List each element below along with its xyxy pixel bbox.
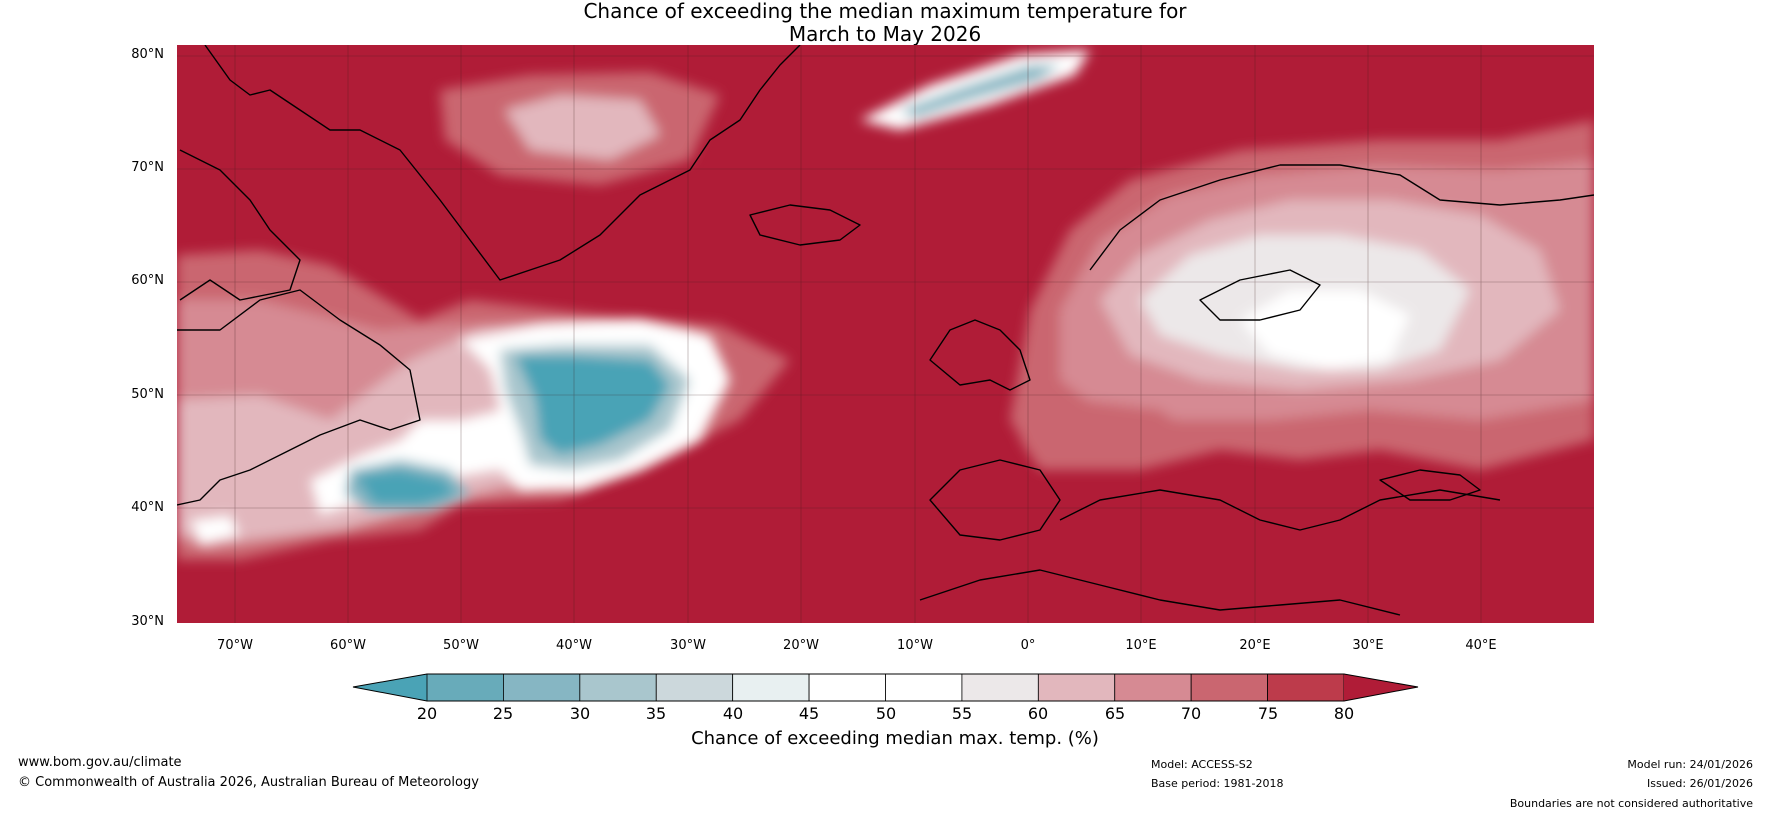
black-sea-coast — [1379, 469, 1481, 501]
baltic-coast — [1199, 269, 1321, 321]
lat-label-50n: 50°N — [131, 387, 164, 402]
north-america-coast — [177, 289, 421, 506]
colorbar-tick-40: 40 — [722, 704, 744, 723]
baffin-coast — [179, 149, 301, 301]
colorbar-bin — [1037, 673, 1116, 702]
colorbar-tick-65: 65 — [1104, 704, 1126, 723]
lon-label-10w: 10°W — [897, 638, 933, 653]
colorbar-tick-30: 30 — [569, 704, 591, 723]
map-title-line2: March to May 2026 — [788, 22, 982, 46]
colorbar-extend-low — [353, 674, 427, 701]
colorbar — [352, 673, 1419, 702]
lat-label-60n: 60°N — [131, 273, 164, 288]
lat-label-40n: 40°N — [131, 500, 164, 515]
lon-label-60w: 60°W — [330, 638, 366, 653]
footer-model-run: Model run: 24/01/2026 — [1627, 758, 1753, 771]
colorbar-tick-25: 25 — [492, 704, 514, 723]
europe-band-50 — [1240, 290, 1410, 370]
lat-label-30n: 30°N — [131, 614, 164, 629]
footer-issued: Issued: 26/01/2026 — [1646, 777, 1753, 790]
footer-copyright: © Commonwealth of Australia 2026, Austra… — [18, 775, 479, 790]
atlantic-core-band-20 — [515, 355, 670, 455]
lon-label-20e: 20°E — [1239, 638, 1271, 653]
coastlines — [177, 45, 1594, 616]
lon-label-40e: 40°E — [1465, 638, 1497, 653]
colorbar-tick-20: 20 — [416, 704, 438, 723]
footer-disclaimer: Boundaries are not considered authoritat… — [1509, 797, 1753, 810]
colorbar-bin — [961, 673, 1039, 702]
footer-website: www.bom.gov.au/climate — [18, 755, 182, 770]
africa-north-coast — [919, 569, 1401, 616]
colorbar-extend-high — [1344, 674, 1418, 701]
colorbar-tick-55: 55 — [951, 704, 973, 723]
colorbar-tick-45: 45 — [798, 704, 820, 723]
greenland-coast — [204, 45, 801, 281]
colorbar-bin — [503, 673, 581, 702]
southwest-band-50 — [190, 515, 240, 545]
mediterranean-north-coast — [1059, 489, 1501, 531]
scandinavia-coast — [1089, 164, 1594, 271]
iberia-europe-band-75 — [1020, 400, 1200, 470]
footer-base-period: Base period: 1981-2018 — [1151, 777, 1284, 790]
iceland-coast — [749, 204, 861, 246]
lat-label-70n: 70°N — [131, 160, 164, 175]
lon-label-10e: 10°E — [1125, 638, 1157, 653]
colorbar-bin — [655, 673, 734, 702]
lon-label-50w: 50°W — [443, 638, 479, 653]
colorbar-tick-60: 60 — [1027, 704, 1049, 723]
colorbar-bin — [579, 673, 657, 702]
graticule — [177, 45, 1594, 623]
colorbar-tick-80: 80 — [1333, 704, 1355, 723]
colorbar-bin — [426, 673, 504, 702]
atlantic-south-core-band-20 — [355, 470, 455, 505]
probability-field — [177, 45, 1594, 623]
colorbar-bin — [808, 673, 886, 702]
colorbar-tick-35: 35 — [645, 704, 667, 723]
colorbar-tick-50: 50 — [875, 704, 897, 723]
lon-label-70w: 70°W — [217, 638, 253, 653]
lon-label-30e: 30°E — [1352, 638, 1384, 653]
colorbar-bin — [1114, 673, 1192, 702]
colorbar-bin — [1267, 673, 1345, 702]
british-isles-coast — [929, 319, 1031, 391]
colorbar-tick-70: 70 — [1180, 704, 1202, 723]
colorbar-bin — [1190, 673, 1268, 702]
arctic-band-30 — [900, 65, 1060, 118]
lon-label-40w: 40°W — [556, 638, 592, 653]
lon-label-30w: 30°W — [670, 638, 706, 653]
greenland-band-65 — [505, 95, 660, 160]
colorbar-title: Chance of exceeding median max. temp. (%… — [691, 728, 1099, 749]
lon-label-0: 0° — [1020, 638, 1036, 653]
lon-label-20w: 20°W — [783, 638, 819, 653]
colorbar-bin — [885, 673, 963, 702]
colorbar-bin — [732, 673, 810, 702]
footer-model: Model: ACCESS-S2 — [1151, 758, 1253, 771]
iberia-coast — [929, 459, 1061, 541]
colorbar-tick-75: 75 — [1257, 704, 1279, 723]
lat-label-80n: 80°N — [131, 47, 164, 62]
map-title-line1: Chance of exceeding the median maximum t… — [583, 0, 1187, 23]
